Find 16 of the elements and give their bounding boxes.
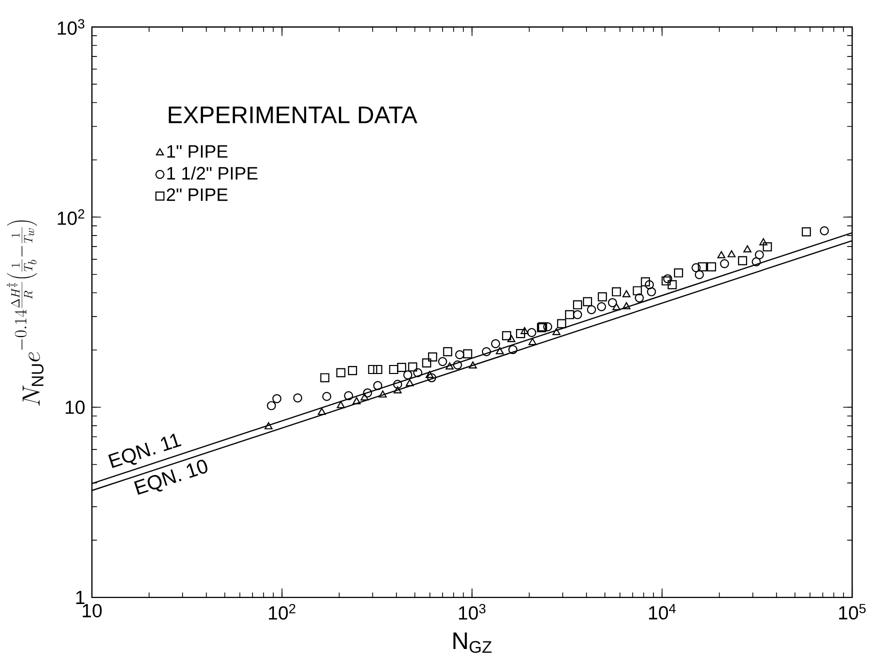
x-tick-label: 10$^{5}$ bbox=[839, 604, 866, 620]
x-tick-label: 10$^{4}$ bbox=[649, 604, 676, 620]
y-tick-label: 10$^{2}$ bbox=[58, 209, 84, 225]
legend-label: 1 1/2" PIPE bbox=[167, 166, 258, 180]
legend-label: 1" PIPE bbox=[167, 145, 228, 158]
legend-title: EXPERIMENTAL DATA bbox=[168, 106, 418, 124]
y-axis-title: $N_{\mathrm{NU}}e^{-0.14\frac{\Delta H^{\ddagger}}{R}\left(\frac{1}{T_b}-\frac{1}{T_w}\right)}$ bbox=[6, 220, 44, 406]
x-tick-label: 10$^{3}$ bbox=[458, 604, 486, 620]
x-tick-label: 10$^{2}$ bbox=[268, 604, 296, 620]
x-tick-label: 10 bbox=[82, 604, 102, 618]
annotation: EQN. 11 bbox=[108, 433, 182, 468]
x-axis-title: N$_{GZ}$ bbox=[453, 632, 492, 653]
y-tick-label: 10 bbox=[66, 400, 85, 414]
legend-label: 2" PIPE bbox=[166, 188, 228, 201]
y-tick-label: 1 bbox=[76, 590, 84, 604]
y-tick-label: 10$^{3}$ bbox=[58, 19, 84, 35]
